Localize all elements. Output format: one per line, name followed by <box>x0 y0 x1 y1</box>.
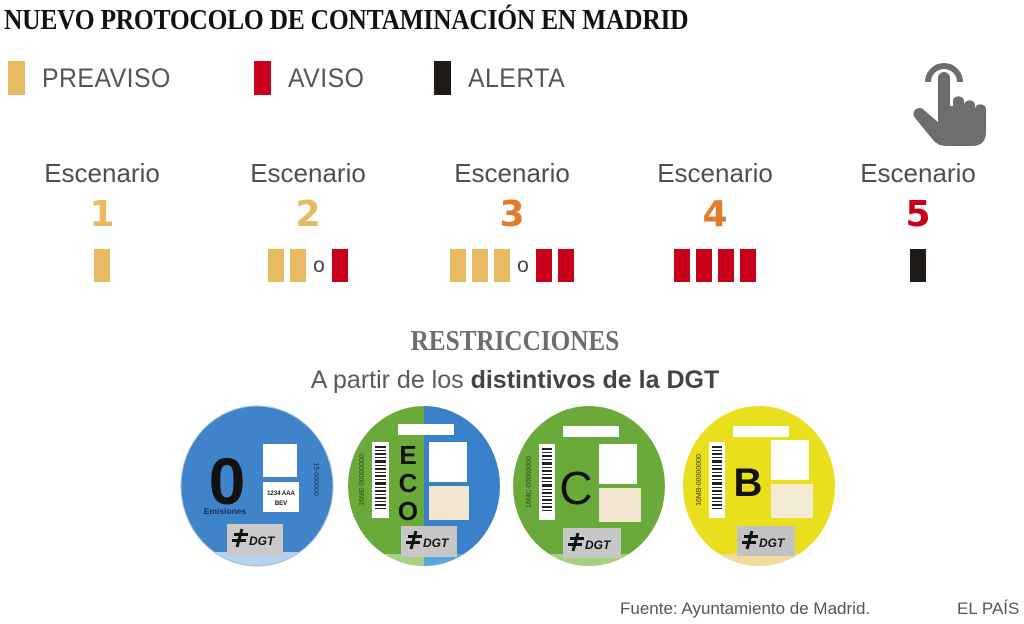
bar-aviso <box>696 248 712 282</box>
svg-text:BEV: BEV <box>275 501 287 507</box>
bar-aviso <box>718 248 734 282</box>
svg-text:DGT: DGT <box>585 538 612 552</box>
scenario-number: 1 <box>89 194 115 235</box>
svg-text:E: E <box>399 440 416 470</box>
scenario-3: Escenario 3 o <box>422 156 602 282</box>
scenario-number: 3 <box>499 194 525 235</box>
scenario-number: 2 <box>295 194 321 235</box>
scenario-number: 5 <box>905 194 931 235</box>
bar-aviso <box>740 248 756 282</box>
svg-text:16MC-00000000: 16MC-00000000 <box>526 456 533 508</box>
or-text: o <box>517 253 529 277</box>
scenario-5: Escenario 5 <box>828 156 1008 282</box>
scenario-bars <box>625 248 805 282</box>
svg-text:16MB-00000000: 16MB-00000000 <box>696 454 703 506</box>
svg-text:B: B <box>734 461 763 505</box>
scenario-bars: o <box>218 248 398 282</box>
restrictions-subtitle: A partir de los distintivos de la DGT <box>0 366 1024 395</box>
svg-text:DGT: DGT <box>423 536 450 550</box>
bar-preaviso <box>450 248 467 282</box>
legend-swatch-alerta <box>434 61 451 95</box>
badge-eco: 16ME-00000000 E C O DGT <box>346 404 502 568</box>
tap-hand-icon[interactable] <box>910 56 996 146</box>
legend-label: ALERTA <box>468 62 566 93</box>
scenario-bars <box>12 248 192 282</box>
svg-text:16ME-00000000: 16ME-00000000 <box>359 454 366 506</box>
scenario-label: Escenario <box>44 158 160 188</box>
bar-preaviso <box>268 248 285 282</box>
barcode <box>375 446 386 509</box>
badge-c: 16MC-00000000 C DGT <box>511 404 667 568</box>
svg-text:C: C <box>399 468 418 498</box>
scenario-label: Escenario <box>250 158 366 188</box>
source-note: Fuente: Ayuntamiento de Madrid. <box>620 599 871 618</box>
bar-preaviso <box>472 248 489 282</box>
page-title: NUEVO PROTOCOLO DE CONTAMINACIÓN EN MADR… <box>4 4 689 36</box>
legend-label: PREAVISO <box>42 62 171 93</box>
legend-item-preaviso: PREAVISO <box>8 60 182 96</box>
scenario-2: Escenario 2 o <box>218 156 398 282</box>
svg-text:DGT: DGT <box>759 536 786 550</box>
bar-aviso <box>557 248 574 282</box>
scenario-label: Escenario <box>454 158 570 188</box>
dgt-logo: DGT <box>568 532 612 552</box>
or-text: o <box>313 253 325 277</box>
scenario-label: Escenario <box>657 158 773 188</box>
bar-preaviso <box>290 248 307 282</box>
svg-text:O: O <box>398 496 418 526</box>
badge-letter: 0 <box>209 444 246 518</box>
dgt-logo: DGT <box>742 530 786 550</box>
legend-item-aviso: AVISO <box>254 60 371 96</box>
dgt-logo: DGT <box>406 530 450 550</box>
badge-cero-emisiones: 0 Emisiones 1234 AAA BEV 15-000000 DGT <box>179 404 335 568</box>
badge-caption: Emisiones <box>204 506 247 516</box>
restrictions-heading-text: RESTRICCIONES <box>410 326 620 357</box>
scenario-4: Escenario 4 <box>625 156 805 282</box>
legend-swatch-aviso <box>254 61 271 95</box>
legend-swatch-preaviso <box>8 61 25 95</box>
bar-aviso <box>535 248 552 282</box>
bar-preaviso <box>94 248 110 282</box>
svg-text:C: C <box>559 462 592 514</box>
subtitle-prefix: A partir de los <box>310 366 471 394</box>
svg-text:15-000000: 15-000000 <box>312 462 319 496</box>
barcode <box>712 446 722 509</box>
bar-alerta <box>910 248 926 282</box>
svg-text:DGT: DGT <box>249 534 276 548</box>
barcode <box>542 448 552 511</box>
scenario-bars: o <box>422 248 602 282</box>
brand-credit: EL PAÍS <box>957 599 1020 618</box>
subtitle-bold: distintivos de la DGT <box>470 366 720 394</box>
scenario-label: Escenario <box>860 158 976 188</box>
scenario-1: Escenario 1 <box>12 156 192 282</box>
dgt-logo: DGT <box>232 528 276 548</box>
legend-item-alerta: ALERTA <box>434 60 574 96</box>
bar-aviso <box>331 248 348 282</box>
svg-text:1234 AAA: 1234 AAA <box>267 491 295 497</box>
badge-b: 16MB-00000000 B DGT <box>681 404 837 568</box>
legend-label: AVISO <box>288 62 365 93</box>
scenario-number: 4 <box>702 194 728 235</box>
restrictions-heading: RESTRICCIONES <box>0 326 1024 358</box>
bar-preaviso <box>494 248 511 282</box>
scenario-bars <box>828 248 1008 282</box>
bar-aviso <box>674 248 690 282</box>
